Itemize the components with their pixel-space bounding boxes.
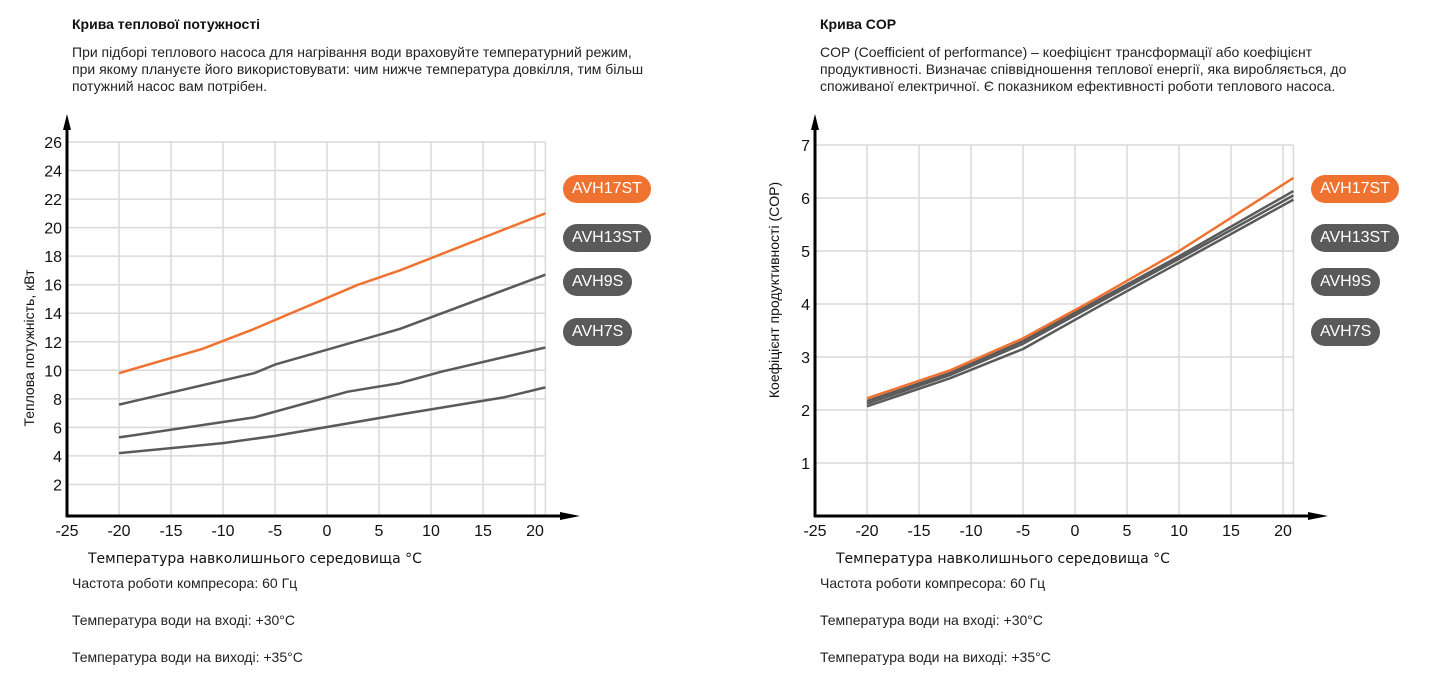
- heat-output-panel: Крива теплової потужності При підборі те…: [0, 0, 700, 678]
- y-tick-label: 1: [801, 456, 810, 473]
- legend-pill-avh9s[interactable]: AVH9S: [1311, 268, 1381, 296]
- y-tick-label: 5: [801, 244, 810, 261]
- legend-pill-avh9s[interactable]: AVH9S: [563, 268, 633, 296]
- x-tick-label: 15: [474, 523, 492, 540]
- y-tick-label: 4: [801, 297, 810, 314]
- x-tick-label: -10: [959, 523, 982, 540]
- y-tick-label: 12: [44, 335, 62, 352]
- y-axis-arrow: [63, 114, 71, 130]
- y-tick-label: 18: [44, 249, 62, 266]
- note-compressor-frequency: Частота роботи компресора: 60 Гц: [72, 575, 298, 591]
- y-axis-label: Коефіцієнт продуктивності (COP): [766, 182, 782, 398]
- note-water-outlet-temp: Температура води на виході: +35°C: [72, 649, 303, 665]
- legend-pill-avh13st[interactable]: AVH13ST: [1311, 224, 1399, 252]
- series-line-avh9s: [866, 194, 1295, 405]
- x-tick-label: -10: [211, 523, 234, 540]
- x-tick-label: 5: [1123, 523, 1132, 540]
- x-axis-arrow: [1308, 512, 1328, 520]
- legend-pill-avh17st[interactable]: AVH17ST: [1311, 175, 1399, 203]
- y-tick-label: 16: [44, 278, 62, 295]
- heat-output-description: При підборі теплового насоса для нагріва…: [72, 44, 644, 94]
- x-tick-label: 15: [1222, 523, 1240, 540]
- series-line-avh17st: [118, 212, 546, 375]
- y-tick-label: 10: [44, 363, 62, 380]
- y-tick-label: 24: [44, 164, 62, 181]
- series-line-avh17st: [866, 176, 1295, 400]
- x-axis-arrow: [560, 512, 580, 520]
- x-axis-label: Температура навколишнього середовища °C: [835, 551, 1170, 567]
- series-line-avh13st: [118, 273, 546, 406]
- x-tick-label: -15: [907, 523, 930, 540]
- x-tick-label: -20: [855, 523, 878, 540]
- cop-notes: Частота роботи компресора: 60 Гц Темпера…: [820, 575, 1051, 686]
- series-line-avh13st: [866, 190, 1295, 403]
- y-tick-label: 2: [53, 477, 62, 494]
- y-tick-label: 7: [801, 138, 810, 155]
- x-tick-label: 20: [526, 523, 544, 540]
- legend-pill-avh7s[interactable]: AVH7S: [1311, 318, 1381, 346]
- cop-panel: Крива COP COP (Coefficient of performanc…: [748, 0, 1440, 678]
- series-line-avh9s: [118, 346, 546, 439]
- note-water-outlet-temp: Температура води на виході: +35°C: [820, 649, 1051, 665]
- y-tick-label: 26: [44, 135, 62, 152]
- legend-pill-avh7s[interactable]: AVH7S: [563, 318, 633, 346]
- heat-output-title: Крива теплової потужності: [72, 16, 261, 32]
- legend-pill-avh17st[interactable]: AVH17ST: [563, 175, 651, 203]
- y-tick-label: 4: [53, 449, 62, 466]
- cop-title: Крива COP: [820, 16, 897, 32]
- series-line-avh7s: [866, 198, 1295, 408]
- y-axis-label: Теплова потужність, кВт: [21, 269, 37, 427]
- note-water-inlet-temp: Температура води на вході: +30°C: [820, 612, 1044, 628]
- x-tick-label: -15: [159, 523, 182, 540]
- y-tick-label: 8: [53, 392, 62, 409]
- x-tick-label: -25: [55, 523, 78, 540]
- y-tick-label: 22: [44, 192, 62, 209]
- x-tick-label: -5: [268, 523, 282, 540]
- cop-description: COP (Coefficient of performance) – коефі…: [820, 44, 1347, 94]
- cop-chart: 1 2 3 4 5 6 7 -25 -20 -15 -10 -5 0 5 10 15 20 Температура…: [766, 114, 1328, 567]
- x-tick-label: 10: [1170, 523, 1188, 540]
- series-line-avh7s: [118, 386, 546, 455]
- x-tick-label: 0: [323, 523, 332, 540]
- y-tick-label: 3: [801, 350, 810, 367]
- x-tick-label: 20: [1274, 523, 1292, 540]
- legend-pill-avh13st[interactable]: AVH13ST: [563, 224, 651, 252]
- x-tick-label: 10: [422, 523, 440, 540]
- y-tick-label: 6: [53, 420, 62, 437]
- x-tick-label: 0: [1071, 523, 1080, 540]
- note-water-inlet-temp: Температура води на вході: +30°C: [72, 612, 296, 628]
- x-axis-label: Температура навколишнього середовища °C: [87, 551, 422, 567]
- x-tick-label: -20: [107, 523, 130, 540]
- y-axis-arrow: [811, 114, 819, 130]
- x-tick-label: 5: [375, 523, 384, 540]
- y-tick-label: 2: [801, 403, 810, 420]
- y-tick-label: 6: [801, 191, 810, 208]
- x-tick-label: -25: [803, 523, 826, 540]
- heat-output-notes: Частота роботи компресора: 60 Гц Темпера…: [72, 575, 303, 686]
- note-compressor-frequency: Частота роботи компресора: 60 Гц: [820, 575, 1046, 591]
- y-tick-label: 20: [44, 221, 62, 238]
- y-tick-label: 14: [44, 306, 62, 323]
- x-tick-label: -5: [1016, 523, 1030, 540]
